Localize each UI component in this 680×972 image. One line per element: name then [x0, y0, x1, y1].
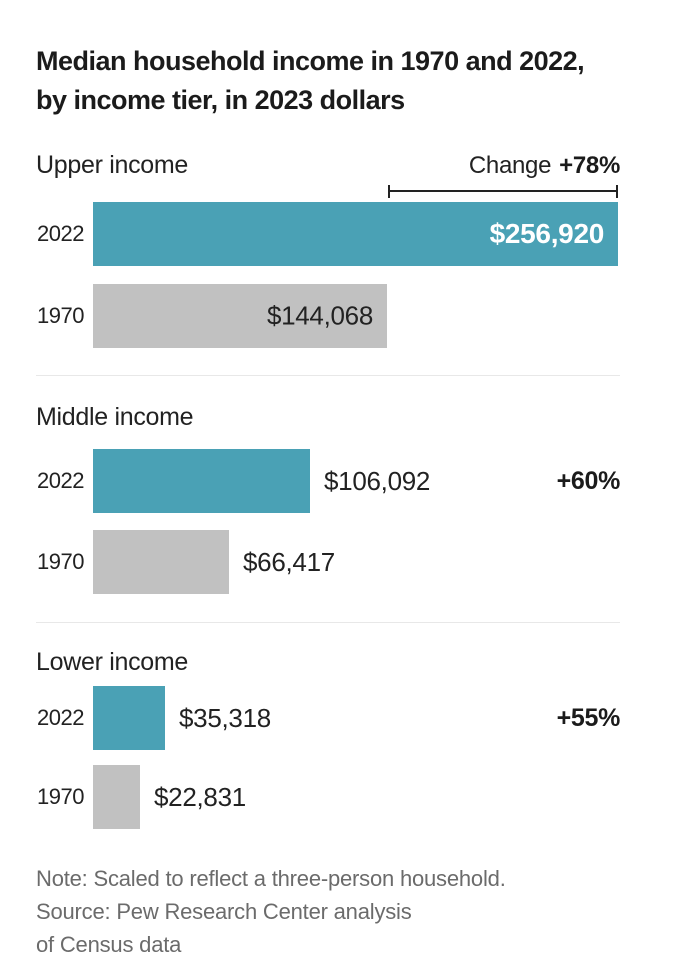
bar-middle-2022: [93, 449, 310, 513]
bar-upper-1970: $144,068: [93, 284, 387, 348]
section-title-lower: Lower income: [36, 648, 189, 676]
bar-lower-1970: [93, 765, 140, 829]
section-header-middle: Middle income: [36, 402, 620, 432]
bar-value-label: $256,920: [489, 218, 605, 249]
bar-value-label: $35,318: [179, 702, 271, 733]
bar-upper-2022: $256,920: [93, 202, 618, 266]
bar-row-upper-2022: 2022 $256,920: [36, 202, 620, 266]
bar-value-label: $22,831: [154, 781, 246, 812]
chart-title-line2: by income tier, in 2023 dollars: [36, 85, 405, 115]
change-value-lower: +55%: [556, 703, 621, 732]
source-text-line2: of Census data: [36, 932, 182, 957]
year-label: 2022: [37, 221, 84, 246]
section-header-lower: Lower income: [36, 647, 620, 677]
year-label: 2022: [37, 468, 84, 493]
chart-footer: Note: Scaled to reflect a three-person h…: [36, 862, 620, 961]
section-divider: [36, 622, 620, 623]
bar-row-middle-1970: 1970 $66,417: [36, 530, 620, 594]
source-text-line1: Source: Pew Research Center analysis: [36, 899, 412, 924]
bar-value-label: $144,068: [266, 300, 373, 331]
chart-title: Median household income in 1970 and 2022…: [36, 42, 620, 120]
chart-title-line1: Median household income in 1970 and 2022…: [36, 46, 585, 76]
change-label-upper: Change +78%: [469, 151, 620, 181]
year-label: 2022: [37, 705, 84, 730]
bar-lower-2022: [93, 686, 165, 750]
change-prefix: Change: [468, 152, 552, 179]
bar-value-label: $66,417: [243, 546, 335, 577]
year-label: 1970: [37, 784, 84, 809]
year-label: 1970: [37, 549, 84, 574]
note-text: Note: Scaled to reflect a three-person h…: [36, 866, 506, 891]
bar-value-label: $106,092: [324, 465, 431, 496]
section-title-middle: Middle income: [36, 403, 194, 431]
year-label: 1970: [37, 303, 84, 328]
section-divider: [36, 375, 620, 376]
change-value-middle: +60%: [556, 466, 621, 495]
section-title-upper: Upper income: [36, 151, 189, 179]
bar-middle-1970: [93, 530, 229, 594]
section-header-upper: Upper income Change +78%: [36, 150, 620, 181]
bar-row-lower-1970: 1970 $22,831: [36, 765, 620, 829]
bar-row-upper-1970: 1970 $144,068: [36, 284, 620, 348]
bar-row-lower-2022: 2022 $35,318 +55%: [36, 686, 620, 750]
change-value-upper: +78%: [559, 152, 620, 179]
change-bracket: [388, 185, 618, 198]
bar-row-middle-2022: 2022 $106,092 +60%: [36, 449, 620, 513]
